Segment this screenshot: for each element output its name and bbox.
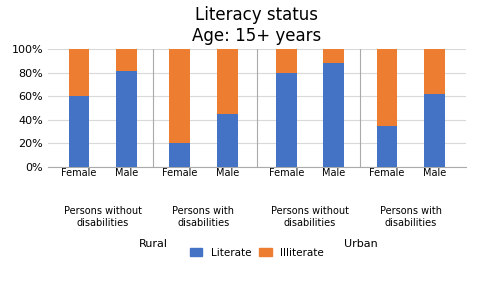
Title: Literacy status
Age: 15+ years: Literacy status Age: 15+ years [192,6,322,45]
Bar [276,73,297,167]
Text: Persons without
disabilities: Persons without disabilities [64,206,142,228]
Bar [116,49,137,71]
Bar [69,96,89,167]
Bar [377,126,397,167]
Bar [217,49,238,114]
Text: Persons with
disabilities: Persons with disabilities [172,206,235,228]
Bar [424,94,445,167]
Text: Urban: Urban [344,239,377,249]
Bar [169,143,190,167]
Bar [116,71,137,167]
Bar [424,49,445,94]
Text: Persons with
disabilities: Persons with disabilities [380,206,442,228]
Legend: Literate, Illiterate: Literate, Illiterate [185,244,328,262]
Bar [217,114,238,167]
Bar [69,49,89,96]
Text: Persons without
disabilities: Persons without disabilities [271,206,349,228]
Bar [169,49,190,143]
Bar [324,63,344,167]
Bar [276,49,297,73]
Bar [324,49,344,63]
Bar [377,49,397,126]
Text: Rural: Rural [139,239,168,249]
